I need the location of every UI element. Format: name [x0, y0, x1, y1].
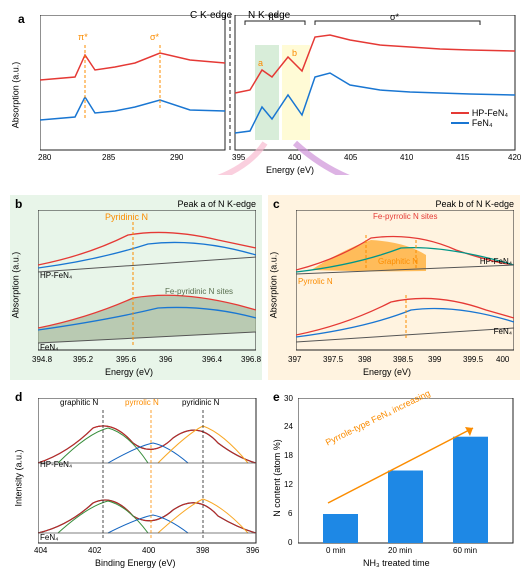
e-ytick: 30 — [284, 394, 293, 403]
graphitic-n-label: Graphitic N — [378, 257, 418, 266]
panel-b-title: Peak a of N K-edge — [177, 199, 256, 209]
legend-hp: HP-FeN₄ — [472, 108, 508, 118]
sigma-star-right: σ* — [390, 12, 399, 22]
d-fe-label: FeN₄ — [40, 533, 58, 542]
panel-a-xlabel: Energy (eV) — [245, 165, 335, 175]
b-tick: 396.4 — [202, 355, 222, 364]
panel-a-legend: HP-FeN₄ FeN₄ — [451, 108, 508, 128]
c-tick: 399 — [428, 355, 441, 364]
panel-b-ylabel: Absorption (a.u.) — [10, 252, 20, 319]
c-tick: 398.5 — [393, 355, 413, 364]
d-hp-label: HP-FeN₄ — [40, 460, 72, 469]
c-tick: 400 — [496, 355, 509, 364]
panel-e: e N content (atom %) Pyrrole-type FeN₄ i… — [268, 388, 520, 573]
panel-a: a Absorption (a.u.) C K-edge N K-edge π*… — [10, 10, 520, 190]
b-tick: 396 — [159, 355, 172, 364]
d-pyridinic: pyridinic N — [182, 398, 219, 407]
panel-a-ylabel: Absorption (a.u.) — [10, 62, 20, 129]
pi-star-left: π* — [78, 32, 88, 42]
e-ytick: 24 — [284, 422, 293, 431]
panel-b-chart — [38, 210, 256, 355]
e-ytick: 18 — [284, 451, 293, 460]
a-tick: 420 — [508, 153, 521, 162]
e-ytick: 6 — [288, 509, 292, 518]
fe-pyridinic-label: Fe-pyridinic N sites — [165, 287, 233, 296]
panel-e-ylabel: N content (atom %) — [272, 439, 282, 517]
c-k-edge: C K-edge — [190, 10, 232, 21]
panel-c-label: c — [273, 197, 280, 211]
b-fe-label: FeN₄ — [40, 343, 58, 352]
panel-b: b Peak a of N K-edge Absorption (a.u.) P… — [10, 195, 262, 380]
panel-c: c Peak b of N K-edge Absorption (a.u.) F… — [268, 195, 520, 380]
a-tick: 280 — [38, 153, 51, 162]
b-tick: 394.8 — [32, 355, 52, 364]
e-xcat: 0 min — [326, 546, 346, 555]
panel-e-label: e — [273, 390, 280, 404]
peak-a-label: a — [258, 58, 263, 68]
a-tick: 400 — [288, 153, 301, 162]
e-xcat: 60 min — [453, 546, 477, 555]
a-tick: 395 — [232, 153, 245, 162]
panel-a-chart — [40, 15, 530, 175]
panel-d-ylabel: Intensity (a.u.) — [14, 449, 24, 506]
fe-pyrrolic-label: Fe-pyrrolic N sites — [373, 212, 437, 221]
a-tick: 290 — [170, 153, 183, 162]
c-tick: 397 — [288, 355, 301, 364]
c-fe-label: FeN₄ — [494, 327, 512, 336]
b-tick: 395.2 — [73, 355, 93, 364]
panel-a-label: a — [18, 12, 25, 26]
a-tick: 405 — [344, 153, 357, 162]
panel-e-chart — [298, 398, 516, 548]
panel-c-xlabel: Energy (eV) — [363, 367, 411, 377]
c-hp-label: HP-FeN₄ — [480, 257, 512, 266]
a-tick: 415 — [456, 153, 469, 162]
panel-d-label: d — [15, 390, 22, 404]
d-tick: 404 — [34, 546, 47, 555]
c-tick: 397.5 — [323, 355, 343, 364]
panel-b-xlabel: Energy (eV) — [105, 367, 153, 377]
peak-b-label: b — [292, 48, 297, 58]
d-graphitic: graphitic N — [60, 398, 98, 407]
panel-d-xlabel: Binding Energy (eV) — [95, 558, 176, 568]
d-tick: 402 — [88, 546, 101, 555]
panel-c-ylabel: Absorption (a.u.) — [268, 252, 278, 319]
c-tick: 398 — [358, 355, 371, 364]
e-xcat: 20 min — [388, 546, 412, 555]
a-tick: 410 — [400, 153, 413, 162]
panel-c-title: Peak b of N K-edge — [435, 199, 514, 209]
pyrrolic-n-label: Pyrrolic N — [298, 277, 333, 286]
d-pyrrolic: pyrrolic N — [125, 398, 159, 407]
e-ytick: 12 — [284, 480, 293, 489]
d-tick: 400 — [142, 546, 155, 555]
d-tick: 396 — [246, 546, 259, 555]
b-hp-label: HP-FeN₄ — [40, 271, 72, 280]
panel-d: d Intensity (a.u.) graphitic N pyrrolic … — [10, 388, 262, 573]
panel-b-label: b — [15, 197, 22, 211]
sigma-star-left: σ* — [150, 32, 159, 42]
panel-d-chart — [38, 398, 258, 548]
panel-e-xlabel: NH₃ treated time — [363, 558, 430, 568]
pyridinic-n-label: Pyridinic N — [105, 212, 148, 222]
d-tick: 398 — [196, 546, 209, 555]
b-tick: 396.8 — [241, 355, 261, 364]
c-tick: 399.5 — [463, 355, 483, 364]
b-tick: 395.6 — [116, 355, 136, 364]
e-ytick: 0 — [288, 538, 292, 547]
pi-star-right: π* — [268, 12, 278, 22]
legend-fe: FeN₄ — [472, 118, 493, 128]
a-tick: 285 — [102, 153, 115, 162]
